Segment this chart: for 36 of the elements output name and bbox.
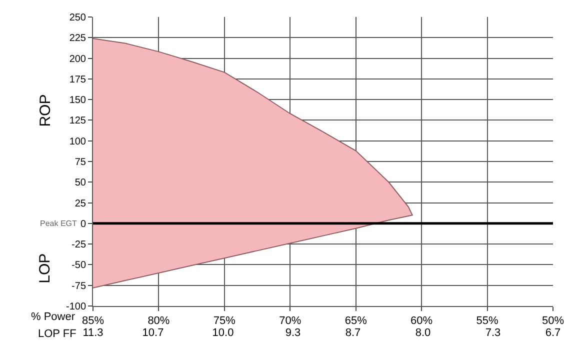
y-tick-label: 150 xyxy=(69,95,86,106)
x-tick-label: 85% xyxy=(82,315,104,328)
ref-line-label: Peak EGT xyxy=(40,219,78,228)
x2-tick-label: 8.7 xyxy=(345,327,361,339)
x2-tick-label: 7.3 xyxy=(485,327,501,339)
y-tick-label: 200 xyxy=(69,54,86,65)
x-tick-label: 65% xyxy=(344,315,368,328)
y-tick-label: 75 xyxy=(74,157,86,168)
x-tick-label: 50% xyxy=(542,315,564,328)
text: LOP xyxy=(36,253,54,284)
x-tick-label: 70% xyxy=(279,315,302,328)
y-tick-label: 175 xyxy=(69,74,86,86)
x2-tick-label: 10.0 xyxy=(212,327,234,339)
x2-tick-label: 8.0 xyxy=(415,327,431,339)
x2-tick-label: 11.3 xyxy=(82,327,104,339)
x2-tick-label: 10.7 xyxy=(142,327,164,339)
y-tick-label: 125 xyxy=(69,116,86,127)
y-tick-label: 225 xyxy=(69,33,86,44)
y-tick-label: 50 xyxy=(74,178,86,189)
text: ROP xyxy=(37,94,54,127)
y-tick-label: 250 xyxy=(69,12,86,24)
text: % Power xyxy=(31,311,76,323)
y-tick-label: -50 xyxy=(72,260,86,272)
y-tick-label: -75 xyxy=(72,280,86,292)
y-tick-label: 0 xyxy=(80,218,86,230)
y-tick-label: 100 xyxy=(69,136,86,148)
y-tick-label: -100 xyxy=(66,302,86,312)
x2-tick-label: 9.3 xyxy=(285,327,301,339)
y-tick-label: -25 xyxy=(72,240,86,251)
x-tick-label: 60% xyxy=(410,315,433,328)
x-tick-label: 75% xyxy=(213,315,236,328)
x-tick-label: 55% xyxy=(476,315,499,328)
x-tick-label: 80% xyxy=(148,315,170,328)
text: LOP FF xyxy=(38,328,77,340)
x2-tick-label: 6.7 xyxy=(545,327,561,339)
y-tick-label: 25 xyxy=(74,198,86,210)
